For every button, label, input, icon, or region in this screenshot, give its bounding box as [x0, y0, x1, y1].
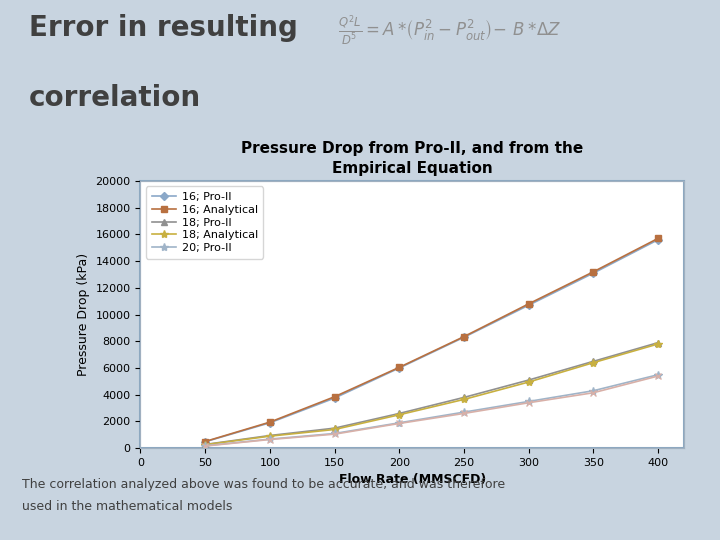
18; Pro-II: [201, 441, 210, 448]
Line: 16; Analytical: 16; Analytical: [202, 235, 661, 444]
18; Pro-II: [589, 358, 598, 365]
16; Analytical: [395, 364, 404, 370]
16; Pro-II: [524, 302, 533, 308]
Title: Pressure Drop from Pro-II, and from the
Empirical Equation: Pressure Drop from Pro-II, and from the …: [241, 141, 583, 176]
16; Pro-II: [589, 270, 598, 276]
18; Analytical: [330, 426, 339, 433]
18; Analytical: [266, 433, 274, 440]
20; Pro-II: [589, 388, 598, 394]
16; Pro-II: [654, 237, 662, 243]
Bar: [140, 181, 684, 448]
18; Analytical: [589, 360, 598, 366]
18; Pro-II: [266, 432, 274, 438]
Y-axis label: Pressure Drop (kPa): Pressure Drop (kPa): [77, 253, 90, 376]
18; Analytical: [395, 411, 404, 418]
18; Pro-II: [459, 394, 468, 401]
16; Analytical: [266, 419, 274, 426]
16; Pro-II: [395, 365, 404, 372]
Line: 18; Analytical: 18; Analytical: [201, 340, 662, 449]
18; Pro-II: [654, 339, 662, 346]
16; Analytical: [201, 438, 210, 445]
X-axis label: Flow Rate (MMSCFD): Flow Rate (MMSCFD): [338, 474, 486, 487]
16; Analytical: [524, 301, 533, 307]
16; Analytical: [459, 333, 468, 340]
20; Pro-II: [524, 398, 533, 404]
16; Pro-II: [459, 334, 468, 341]
Text: Error in resulting: Error in resulting: [29, 14, 297, 42]
16; Analytical: [654, 235, 662, 241]
16; Pro-II: [330, 395, 339, 401]
Text: The correlation analyzed above was found to be accurate, and was therefore: The correlation analyzed above was found…: [22, 478, 505, 491]
Line: 18; Pro-II: 18; Pro-II: [202, 340, 661, 447]
20; Pro-II: [266, 436, 274, 442]
18; Pro-II: [330, 425, 339, 431]
20; Pro-II: [330, 430, 339, 437]
Line: 20; Pro-II: 20; Pro-II: [201, 370, 662, 450]
18; Analytical: [524, 379, 533, 385]
16; Analytical: [330, 394, 339, 400]
16; Pro-II: [266, 420, 274, 426]
Line: 16; Pro-II: 16; Pro-II: [202, 237, 661, 444]
18; Analytical: [201, 442, 210, 448]
18; Pro-II: [395, 410, 404, 417]
20; Pro-II: [201, 443, 210, 449]
20; Pro-II: [459, 409, 468, 415]
Text: used in the mathematical models: used in the mathematical models: [22, 500, 232, 512]
Text: $\frac{Q^2 L}{D^5} = A*\!\left(P_{in}^2 - P_{out}^2\right)\!-\,B*\!\Delta Z$: $\frac{Q^2 L}{D^5} = A*\!\left(P_{in}^2 …: [338, 14, 562, 48]
Legend: 16; Pro-II, 16; Analytical, 18; Pro-II, 18; Analytical, 20; Pro-II: 16; Pro-II, 16; Analytical, 18; Pro-II, …: [146, 186, 264, 259]
20; Pro-II: [654, 372, 662, 378]
16; Analytical: [589, 268, 598, 275]
20; Pro-II: [395, 420, 404, 426]
Text: correlation: correlation: [29, 84, 201, 112]
18; Pro-II: [524, 377, 533, 383]
16; Pro-II: [201, 438, 210, 445]
18; Analytical: [654, 341, 662, 347]
18; Analytical: [459, 396, 468, 403]
